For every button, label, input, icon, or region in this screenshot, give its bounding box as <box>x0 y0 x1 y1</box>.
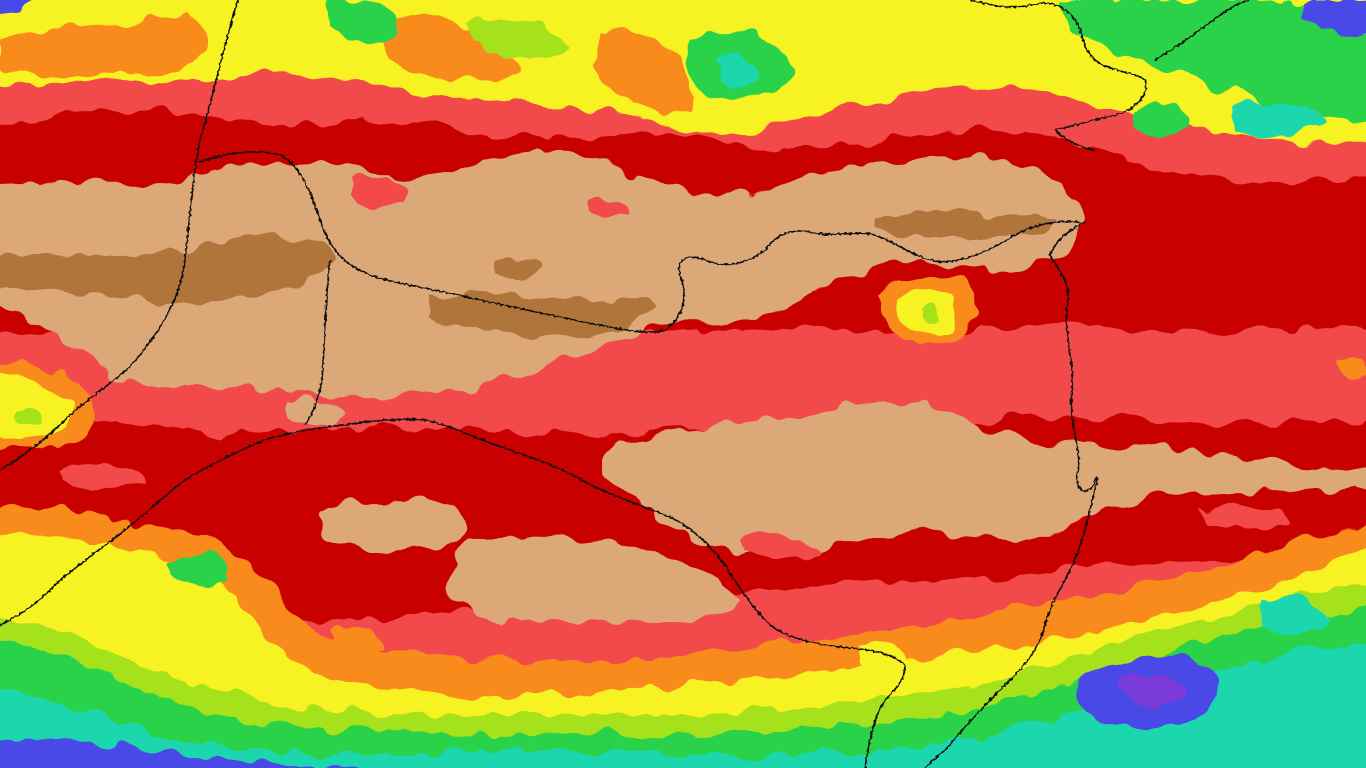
central-state-border <box>0 418 906 768</box>
red-pocket-2 <box>590 196 626 219</box>
red-pocket-1 <box>350 176 406 206</box>
red-pocket-4 <box>740 536 816 562</box>
lower-tan-south-lobe <box>451 534 740 622</box>
bottom-teal-band <box>0 642 1366 768</box>
top-blue-patch-2 <box>0 0 33 11</box>
east-orange-dot <box>1340 358 1366 382</box>
top-orange-patch-3 <box>595 28 692 113</box>
west-light-green-dot <box>15 403 41 424</box>
top-teal-patch-1 <box>715 55 762 88</box>
southeast-teal-blob <box>1260 596 1325 637</box>
bottom-green-patch <box>170 556 229 586</box>
east-coastline <box>924 221 1098 768</box>
top-blue-patch-1 <box>1300 0 1366 37</box>
brown-streak-east <box>875 210 1058 239</box>
top-orange-patch-1 <box>0 15 209 77</box>
lower-tan-band <box>604 401 1366 558</box>
northern-state-border <box>197 151 1081 333</box>
top-green-patch-3 <box>1060 0 1366 122</box>
red-pocket-6 <box>60 465 145 491</box>
brown-streak-west <box>0 235 339 302</box>
border-lines <box>0 0 1251 768</box>
tan-island-1 <box>290 398 341 426</box>
lower-tan-west-lobe <box>315 501 467 552</box>
top-light-green-patch <box>470 16 565 60</box>
bottom-blue-band <box>0 738 379 768</box>
upper-tan-right-lobe <box>760 231 822 293</box>
west-boundary-line <box>0 0 239 471</box>
west-yellow-blob <box>0 374 73 440</box>
brown-streak-central-2 <box>495 258 545 279</box>
bottom-orange-patch <box>330 626 386 654</box>
top-orange-patch-2 <box>380 17 520 81</box>
northeast-coastline <box>969 0 1147 151</box>
north-south-divider <box>304 259 331 426</box>
east-inland-green-dot <box>918 306 937 321</box>
red-pocket-5 <box>1200 504 1290 529</box>
top-green-patch-2 <box>330 0 396 41</box>
top-green-patch-4 <box>1130 105 1188 137</box>
northeast-peninsula-line <box>1154 0 1251 61</box>
southeast-violet-core <box>1118 673 1185 707</box>
red-pocket-3 <box>980 375 1070 407</box>
south-yellow-patch <box>860 645 906 675</box>
top-teal-patch-2 <box>1230 101 1330 137</box>
